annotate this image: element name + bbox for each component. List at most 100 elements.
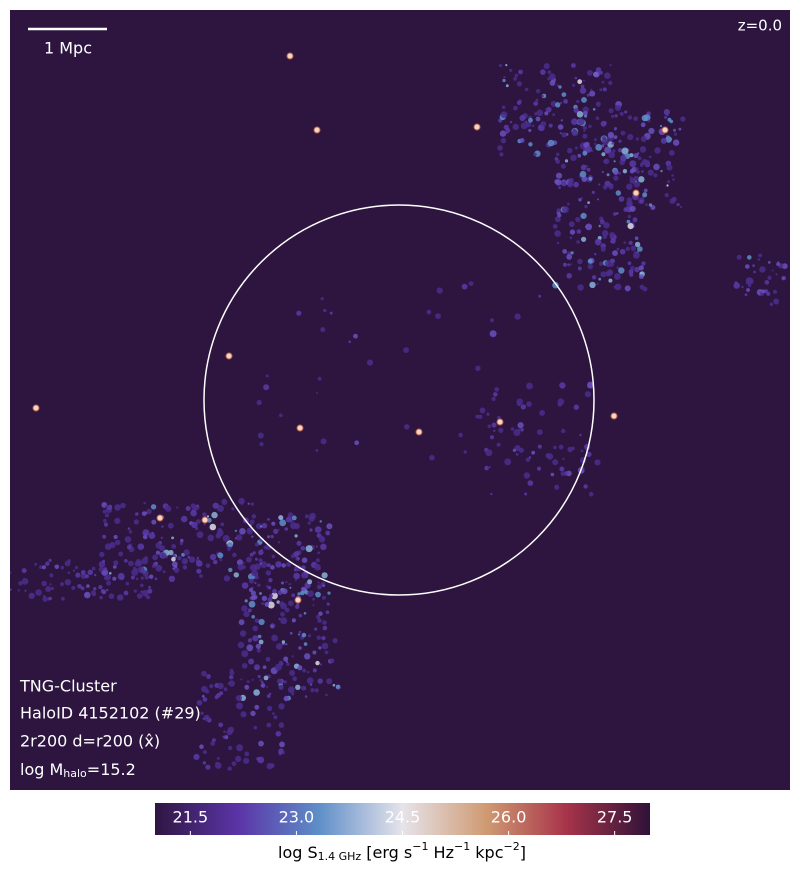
emission-blob [241, 650, 249, 658]
emission-blob [217, 505, 224, 512]
emission-blob [436, 287, 443, 294]
mass-label-part: log M [20, 760, 63, 779]
emission-blob [258, 549, 264, 556]
emission-blob [263, 384, 270, 391]
emission-blob [258, 740, 264, 747]
emission-blob [533, 101, 539, 106]
emission-blob [531, 124, 535, 128]
emission-blob [321, 636, 326, 641]
emission-blob [626, 200, 633, 207]
emission-blob [626, 219, 631, 224]
emission-blob [524, 492, 528, 496]
emission-blob [579, 433, 582, 437]
emission-blob [102, 534, 107, 539]
emission-blob [499, 130, 507, 137]
emission-blob [602, 184, 608, 190]
emission-blob [577, 118, 585, 126]
emission-blob [60, 565, 65, 570]
emission-blob [281, 588, 288, 595]
emission-blob [489, 330, 497, 338]
emission-blob [134, 561, 140, 567]
emission-blob [281, 640, 286, 644]
emission-blob [536, 429, 543, 435]
emission-blob [554, 484, 560, 490]
emission-blob [559, 382, 566, 389]
emission-blob [270, 565, 275, 570]
emission-blob [557, 124, 564, 130]
emission-blob [205, 764, 211, 770]
emission-blob [141, 557, 148, 565]
emission-blob [300, 546, 306, 551]
emission-blob [301, 685, 306, 691]
emission-blob [246, 680, 250, 684]
emission-blob [671, 196, 677, 202]
emission-blob [100, 589, 106, 594]
emission-blob [595, 67, 602, 73]
emission-blob [30, 593, 34, 597]
emission-blob [498, 427, 504, 433]
emission-blob [560, 179, 568, 187]
emission-blob [610, 258, 616, 264]
emission-blob [667, 180, 671, 184]
emission-blob [291, 692, 295, 696]
emission-blob [287, 563, 291, 567]
emission-blob [620, 130, 626, 136]
emission-blob [278, 617, 281, 621]
emission-blob [18, 581, 23, 586]
emission-blob [262, 665, 267, 669]
mass-label-part: =15.2 [87, 760, 136, 779]
emission-blob [10, 588, 12, 591]
emission-blob [561, 206, 569, 214]
emission-blob [639, 199, 644, 203]
emission-blob [80, 586, 85, 591]
emission-blob [104, 513, 109, 518]
emission-blob [281, 563, 286, 568]
emission-blob [312, 604, 315, 607]
emission-blob [325, 530, 331, 536]
emission-blob [93, 587, 97, 591]
emission-blob [593, 71, 600, 78]
emission-blob [605, 260, 612, 268]
emission-blob [673, 132, 678, 136]
emission-blob [211, 511, 218, 519]
emission-blob [307, 521, 311, 525]
emission-blob [608, 278, 613, 283]
emission-blob [43, 583, 46, 586]
emission-blob [155, 550, 161, 555]
emission-blob [321, 595, 326, 600]
emission-blob [183, 561, 186, 564]
emission-blob [645, 203, 648, 207]
emission-blob [34, 562, 38, 566]
emission-blob [509, 68, 513, 72]
emission-blob [304, 514, 309, 519]
emission-blob [171, 544, 177, 549]
emission-blob [179, 541, 184, 546]
emission-blob [193, 753, 200, 761]
emission-blob [316, 392, 318, 394]
emission-blob [595, 101, 601, 107]
emission-blob [267, 518, 270, 521]
emission-blob [746, 288, 750, 292]
emission-blob [283, 695, 289, 702]
emission-blob [555, 172, 563, 179]
emission-blob [267, 601, 275, 609]
emission-blob [581, 236, 587, 242]
emission-blob [633, 116, 638, 121]
emission-blob [577, 284, 584, 291]
redshift-label: z=0.0 [738, 17, 782, 35]
emission-blob [316, 635, 321, 640]
emission-blob [555, 102, 561, 108]
emission-blob [281, 750, 285, 755]
emission-blob [183, 549, 190, 556]
emission-blob [217, 527, 223, 533]
emission-blob [61, 596, 65, 601]
emission-blob [244, 599, 248, 603]
emission-blob [229, 675, 234, 680]
emission-blob [133, 567, 138, 572]
emission-blob [634, 266, 640, 273]
emission-blob [321, 642, 329, 650]
emission-blob [486, 412, 490, 416]
emission-blob [591, 190, 595, 194]
emission-blob [512, 448, 517, 452]
emission-blob [227, 548, 230, 551]
